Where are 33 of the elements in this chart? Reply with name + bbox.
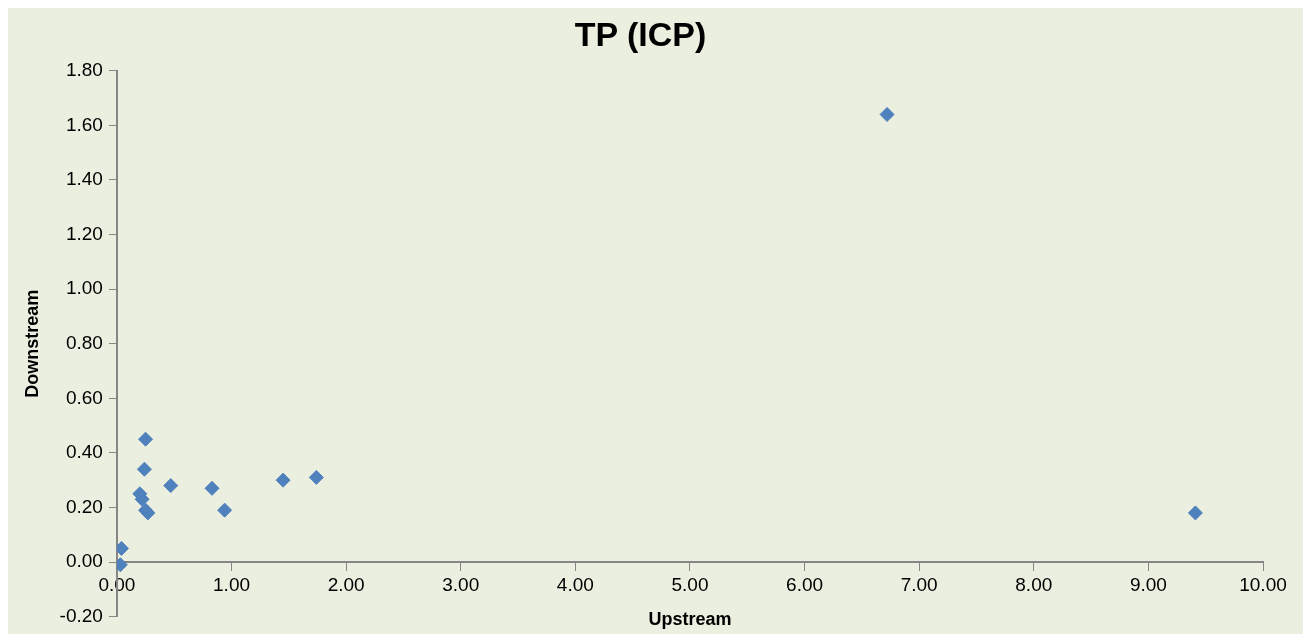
y-tick-label: 0.20 — [65, 495, 103, 517]
y-tick-label: -0.20 — [59, 604, 103, 626]
x-tick-label: 6.00 — [786, 573, 824, 595]
x-tick-label: 7.00 — [900, 573, 938, 595]
point — [204, 480, 220, 496]
chart-title: TP (ICP) — [574, 14, 707, 53]
y-tick-label: 0.60 — [65, 386, 103, 408]
x-tick-label: 4.00 — [556, 573, 594, 595]
x-tick-label: 5.00 — [671, 573, 709, 595]
point — [163, 478, 179, 494]
point — [136, 461, 152, 477]
y-tick-label: 0.00 — [65, 550, 103, 572]
x-tick-label: 2.00 — [327, 573, 365, 595]
x-tick-label: 8.00 — [1015, 573, 1053, 595]
point — [217, 502, 233, 518]
point — [308, 469, 324, 485]
point — [138, 431, 154, 447]
x-tick-label: 10.00 — [1239, 573, 1287, 595]
point — [275, 472, 291, 488]
y-tick-label: 0.80 — [65, 331, 103, 353]
y-tick-label: 1.60 — [65, 113, 103, 135]
y-tick-label: 1.40 — [65, 168, 103, 190]
point — [1187, 505, 1203, 521]
point — [879, 106, 895, 122]
x-tick-label: 9.00 — [1129, 573, 1167, 595]
x-tick-label: 1.00 — [213, 573, 251, 595]
y-axis-title: Downstream — [21, 289, 42, 398]
y-tick-label: 1.80 — [65, 59, 103, 81]
y-tick-label: 0.40 — [65, 441, 103, 463]
x-tick-label: 3.00 — [442, 573, 480, 595]
y-tick-label: 1.00 — [65, 277, 103, 299]
x-axis-title: Upstream — [648, 608, 732, 629]
y-tick-label: 1.20 — [65, 222, 103, 244]
